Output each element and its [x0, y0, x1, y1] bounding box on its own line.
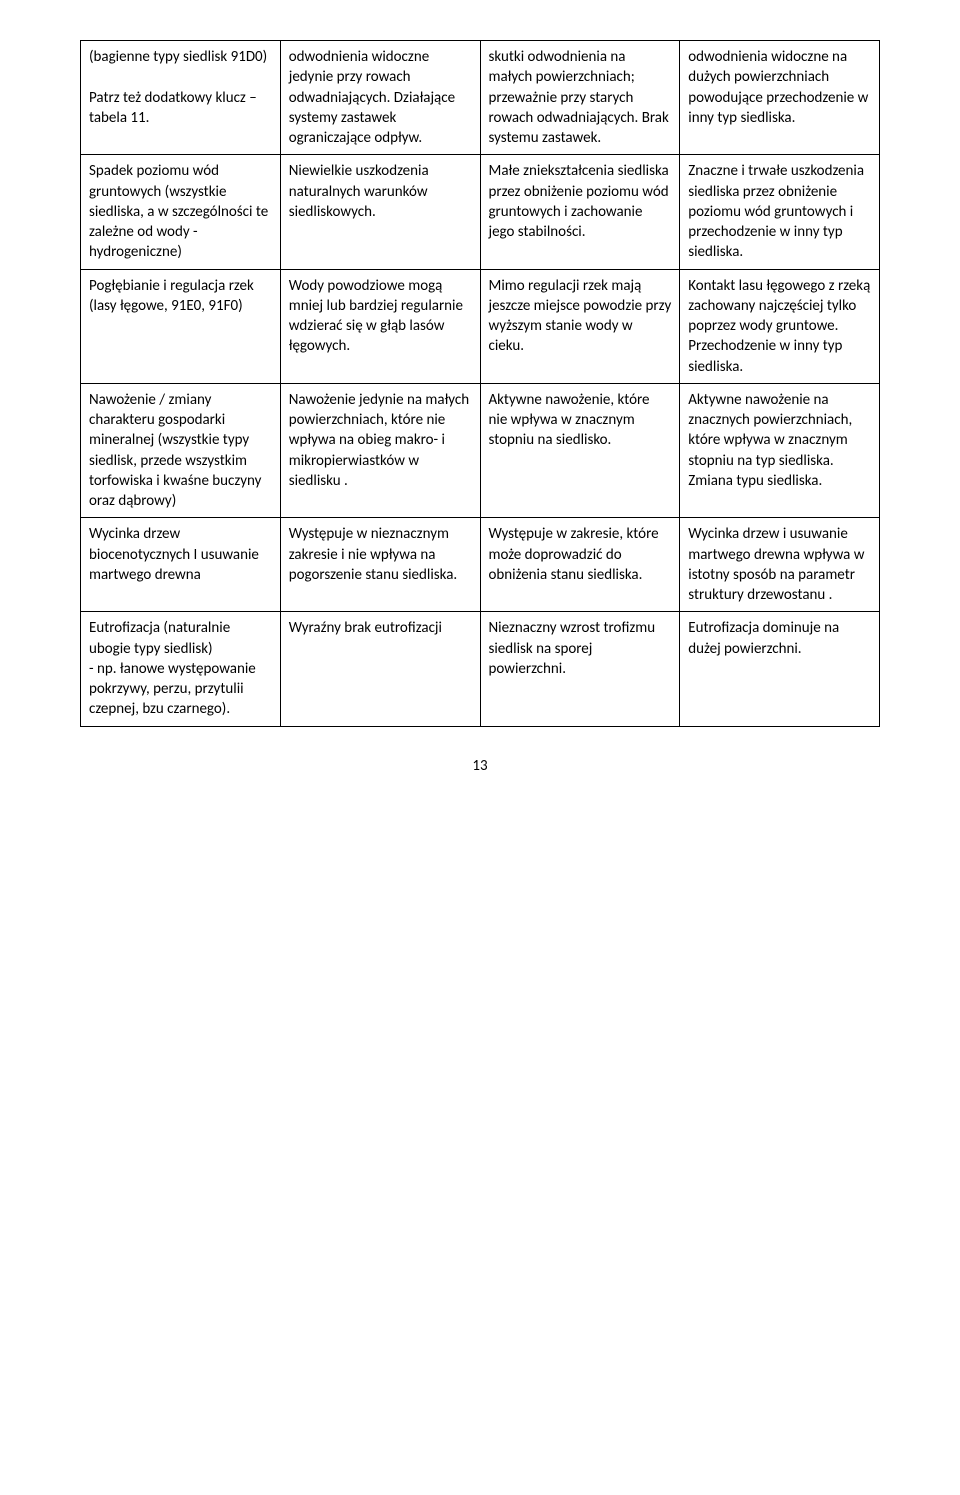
table-cell-col2: Wyraźny brak eutrofizacji — [280, 612, 480, 726]
table-cell-col4: Eutrofizacja dominuje na dużej powierzch… — [680, 612, 880, 726]
table-cell-col3: Nieznaczny wzrost trofizmu siedlisk na s… — [480, 612, 680, 726]
table-row: Spadek poziomu wód gruntowych (wszystkie… — [81, 155, 880, 269]
table-cell-col1: Eutrofizacja (naturalnie ubogie typy sie… — [81, 612, 281, 726]
table-cell-col3: Małe zniekształcenia siedliska przez obn… — [480, 155, 680, 269]
table-cell-col2: Niewielkie uszkodzenia naturalnych warun… — [280, 155, 480, 269]
table-cell-col4: Wycinka drzew i usuwanie martwego drewna… — [680, 518, 880, 612]
page-number: 13 — [80, 757, 880, 775]
table-cell-col1: Pogłębianie i regulacja rzek (lasy łęgow… — [81, 269, 281, 383]
table-cell-col2: Nawożenie jedynie na małych powierzchnia… — [280, 383, 480, 518]
habitat-table: (bagienne typy siedlisk 91D0)Patrz też d… — [80, 40, 880, 727]
table-cell-col3: Występuje w zakresie, które może doprowa… — [480, 518, 680, 612]
table-row: Pogłębianie i regulacja rzek (lasy łęgow… — [81, 269, 880, 383]
table-cell-col1: Spadek poziomu wód gruntowych (wszystkie… — [81, 155, 281, 269]
table-cell-col1: Nawożenie / zmiany charakteru gospodarki… — [81, 383, 281, 518]
page-container: (bagienne typy siedlisk 91D0)Patrz też d… — [0, 0, 960, 805]
table-cell-col1: (bagienne typy siedlisk 91D0)Patrz też d… — [81, 41, 281, 155]
table-cell-col3: skutki odwodnienia na małych powierzchni… — [480, 41, 680, 155]
table-cell-col2: odwodnienia widoczne jedynie przy rowach… — [280, 41, 480, 155]
table-row: Eutrofizacja (naturalnie ubogie typy sie… — [81, 612, 880, 726]
table-cell-col2: Wody powodziowe mogą mniej lub bardziej … — [280, 269, 480, 383]
table-cell-col4: odwodnienia widoczne na dużych powierzch… — [680, 41, 880, 155]
table-cell-col2: Występuje w nieznacznym zakresie i nie w… — [280, 518, 480, 612]
table-row: Nawożenie / zmiany charakteru gospodarki… — [81, 383, 880, 518]
table-row: Wycinka drzew biocenotycznych I usuwanie… — [81, 518, 880, 612]
table-cell-col3: Aktywne nawożenie, które nie wpływa w zn… — [480, 383, 680, 518]
table-cell-col4: Aktywne nawożenie na znacznych powierzch… — [680, 383, 880, 518]
table-cell-col3: Mimo regulacji rzek mają jeszcze miejsce… — [480, 269, 680, 383]
table-cell-col1: Wycinka drzew biocenotycznych I usuwanie… — [81, 518, 281, 612]
table-row: (bagienne typy siedlisk 91D0)Patrz też d… — [81, 41, 880, 155]
table-cell-col4: Znaczne i trwałe uszkodzenia siedliska p… — [680, 155, 880, 269]
table-cell-col4: Kontakt lasu łęgowego z rzeką zachowany … — [680, 269, 880, 383]
